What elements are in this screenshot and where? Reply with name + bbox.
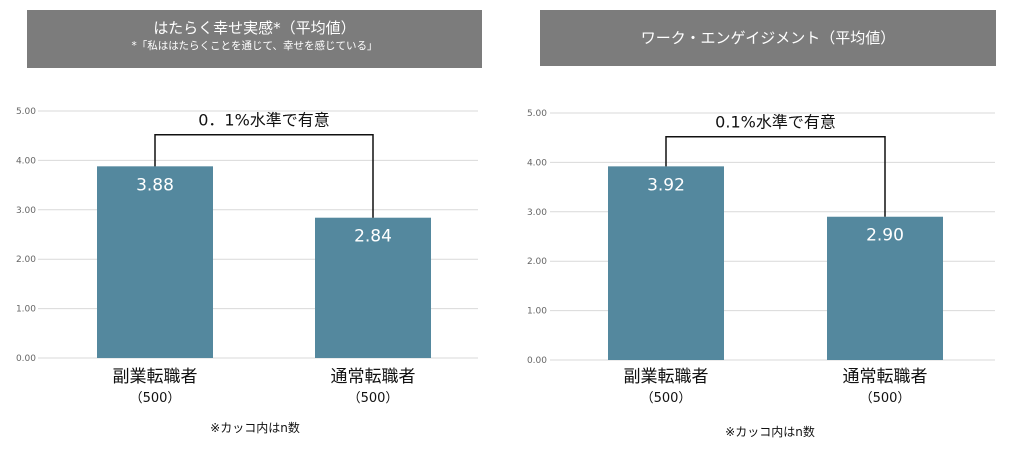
y-tick-label: 0.00: [16, 354, 36, 364]
y-tick-label: 3.00: [527, 208, 547, 218]
bar-chart-happiness: 0.00 1.00 2.00 3.00 4.00 5.00 3.88 副業転職者 （500） 2.…: [16, 107, 478, 435]
chart-title-box: ワーク・エンゲイジメント（平均値）: [540, 10, 996, 66]
bar-value-label: 3.88: [136, 175, 174, 195]
y-tick-label: 1.00: [527, 307, 547, 317]
bar: [315, 217, 431, 358]
y-tick-label: 3.00: [16, 206, 36, 216]
y-tick-label: 4.00: [16, 156, 36, 166]
significance-annotation: 0．1%水準で有意: [198, 111, 330, 130]
chart-panel-engagement: ワーク・エンゲイジメント（平均値） 0.00 1.00 2.00 3.00 4.00 5.…: [505, 0, 1010, 450]
sample-size-label: （500）: [641, 391, 692, 406]
significance-bracket: [665, 135, 886, 217]
chart-title: はたらく幸せ実感*（平均値）: [153, 19, 356, 37]
sample-size-label: （500）: [860, 391, 911, 406]
significance-annotation: 0.1%水準で有意: [715, 113, 836, 132]
chart-subtitle: *「私ははたらくことを通じて、幸せを感じている」: [131, 40, 378, 52]
x-category-label: 副業転職者: [624, 367, 709, 387]
x-category-label: 通常転職者: [843, 367, 928, 387]
sample-size-label: （500）: [130, 391, 181, 406]
x-category-label: 通常転職者: [331, 367, 416, 387]
y-tick-label: 4.00: [527, 158, 547, 168]
bar: [608, 166, 724, 360]
chart-title-box: はたらく幸せ実感*（平均値） *「私ははたらくことを通じて、幸せを感じている」: [27, 10, 482, 68]
x-category-label: 副業転職者: [113, 367, 198, 387]
footnote: ※カッコ内はn数: [725, 424, 815, 439]
bar: [827, 216, 943, 360]
bar-value-label: 2.84: [354, 227, 392, 247]
chart-panel-happiness: はたらく幸せ実感*（平均値） *「私ははたらくことを通じて、幸せを感じている」 …: [16, 10, 482, 435]
bar-chart-engagement: 0.00 1.00 2.00 3.00 4.00 5.00 3.92 副業転職者 （500） 2.…: [527, 109, 995, 439]
footnote: ※カッコ内はn数: [210, 420, 300, 435]
chart-title: ワーク・エンゲイジメント（平均値）: [640, 29, 896, 47]
y-tick-label: 2.00: [527, 257, 547, 267]
y-tick-label: 1.00: [16, 305, 36, 315]
bar-value-label: 3.92: [647, 175, 685, 195]
sample-size-label: （500）: [348, 391, 399, 406]
bar-value-label: 2.90: [866, 226, 904, 246]
y-tick-label: 5.00: [16, 107, 36, 117]
y-tick-label: 0.00: [527, 356, 547, 366]
significance-bracket: [154, 133, 374, 218]
bar: [97, 166, 213, 358]
y-tick-label: 2.00: [16, 255, 36, 265]
y-tick-label: 5.00: [527, 109, 547, 119]
